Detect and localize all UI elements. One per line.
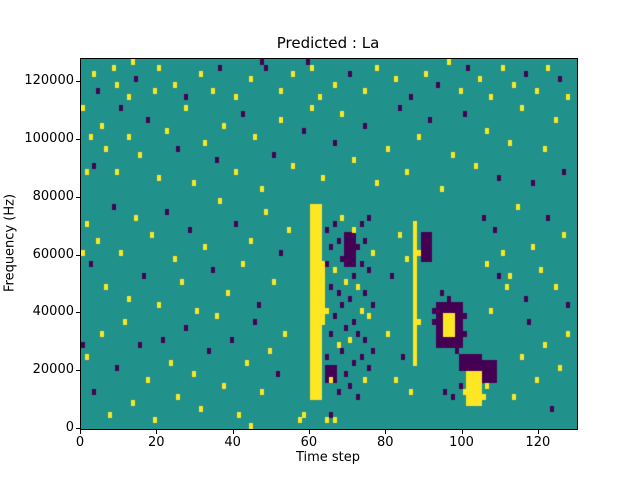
- x-tick-mark: [308, 430, 310, 434]
- x-tick-label: 20: [148, 435, 165, 450]
- y-tick-mark: [76, 312, 80, 314]
- chart-title: Predicted : La: [276, 34, 380, 52]
- x-tick-mark: [385, 430, 387, 434]
- y-tick-mark: [76, 81, 80, 83]
- x-tick-mark: [537, 430, 539, 434]
- x-tick-label: 100: [449, 435, 474, 450]
- x-axis-label: Time step: [295, 450, 361, 465]
- y-tick-mark: [76, 370, 80, 372]
- heatmap-canvas: [81, 59, 577, 429]
- x-tick-mark: [156, 430, 158, 434]
- y-tick-mark: [76, 138, 80, 140]
- y-tick-label: 120000: [24, 73, 74, 89]
- y-tick-label: 20000: [32, 362, 74, 378]
- x-tick-mark: [80, 430, 81, 434]
- y-tick-label: 60000: [32, 246, 74, 262]
- plot-area: [80, 58, 578, 430]
- y-tick-label: 80000: [32, 188, 74, 204]
- y-tick-label: 0: [65, 420, 74, 435]
- y-tick-mark: [76, 196, 80, 198]
- y-tick-label: 100000: [24, 130, 74, 146]
- x-tick-label: 80: [376, 435, 394, 450]
- x-tick-mark: [232, 430, 234, 434]
- x-tick-label: 0: [75, 435, 85, 450]
- y-tick-mark: [76, 428, 80, 429]
- y-tick-mark: [76, 254, 80, 256]
- y-tick-label: 40000: [32, 304, 74, 320]
- x-tick-label: 40: [224, 435, 241, 450]
- x-tick-label: 120: [525, 435, 551, 450]
- x-tick-label: 60: [300, 435, 318, 450]
- y-axis-label: Frequency (Hz): [2, 193, 18, 293]
- x-tick-mark: [461, 430, 463, 434]
